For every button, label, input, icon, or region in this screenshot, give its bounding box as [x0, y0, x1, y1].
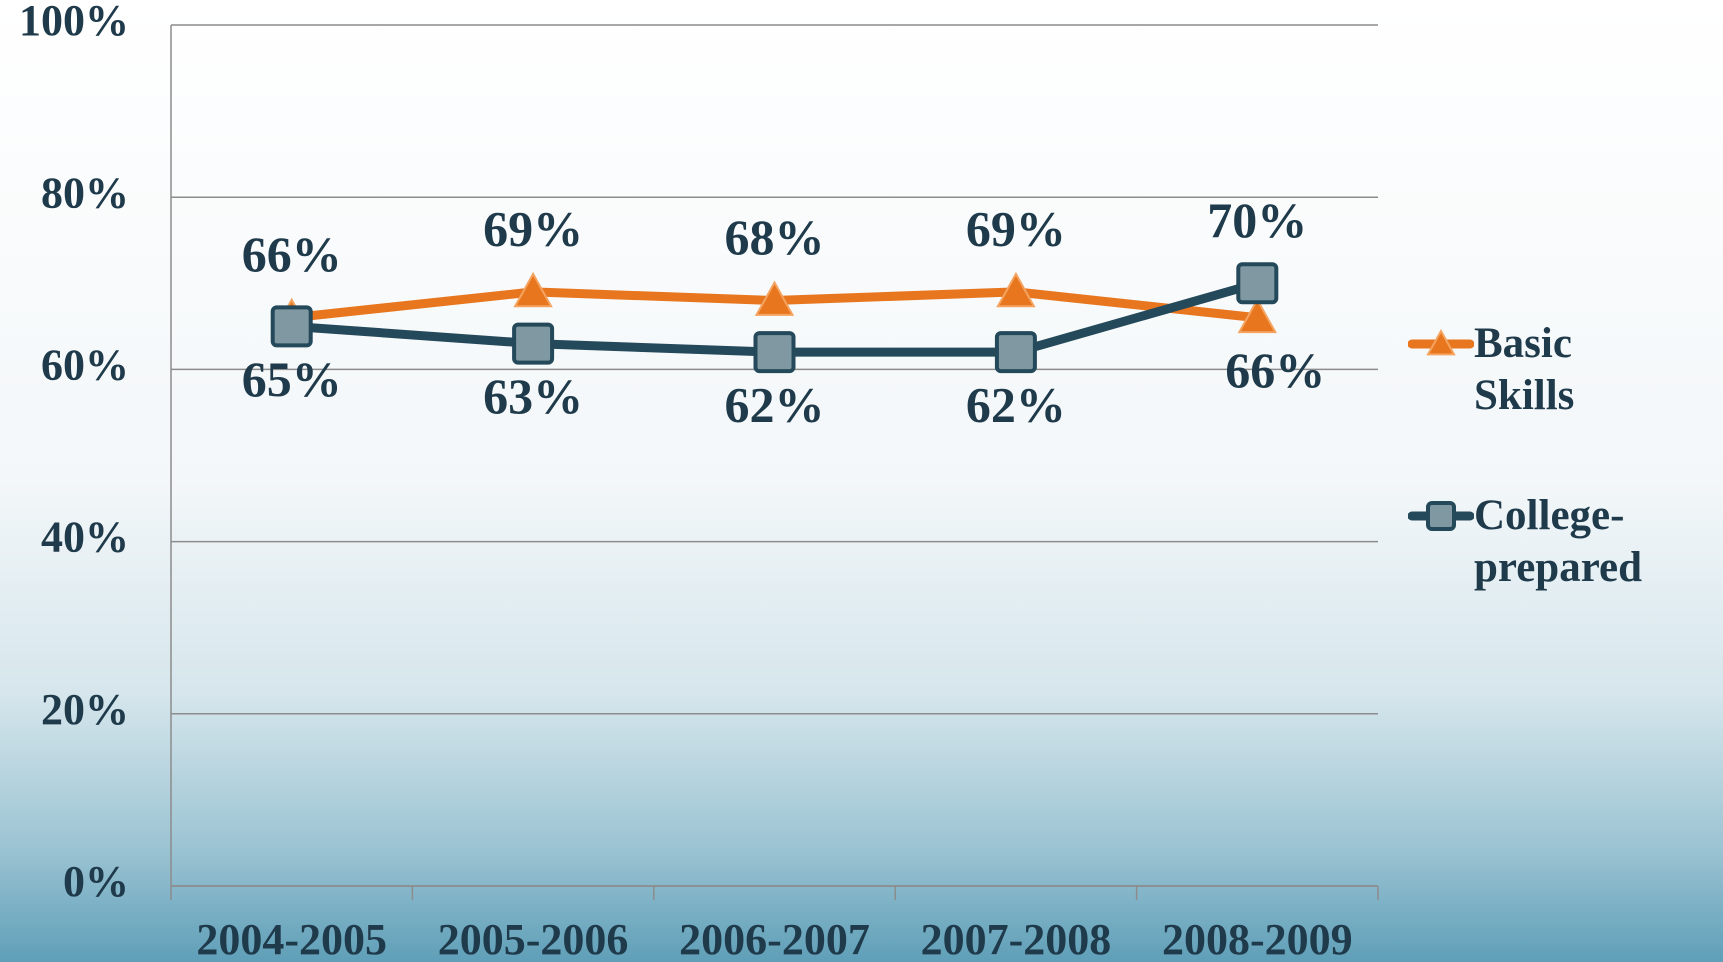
- legend-icon: [1408, 328, 1474, 356]
- x-tick-label: 2007-2008: [921, 915, 1112, 962]
- data-label: 66%: [242, 226, 342, 282]
- marker: [513, 271, 553, 308]
- legend-item: College-prepared: [1408, 490, 1718, 594]
- legend-item: Basic Skills: [1408, 318, 1718, 422]
- marker: [754, 280, 795, 316]
- legend-label: College-prepared: [1474, 492, 1643, 591]
- marker: [1426, 328, 1456, 356]
- data-label: 65%: [242, 351, 342, 407]
- data-label: 69%: [966, 200, 1066, 256]
- legend-icon: [1408, 501, 1474, 531]
- data-label: 68%: [725, 209, 825, 265]
- legend-label: Basic Skills: [1474, 320, 1575, 419]
- marker: [1237, 297, 1277, 334]
- data-label: 69%: [483, 200, 583, 256]
- y-tick-label: 0%: [63, 857, 129, 906]
- data-label: 70%: [1207, 192, 1307, 248]
- marker: [512, 322, 555, 365]
- marker: [270, 305, 313, 348]
- x-tick-label: 2004-2005: [196, 915, 387, 962]
- marker: [1426, 501, 1456, 531]
- y-tick-label: 100%: [19, 0, 129, 45]
- marker: [996, 271, 1036, 308]
- marker: [994, 331, 1037, 374]
- x-tick-label: 2008-2009: [1162, 915, 1353, 962]
- data-label: 63%: [483, 368, 583, 424]
- y-tick-label: 80%: [41, 168, 129, 217]
- marker: [753, 331, 796, 374]
- y-tick-label: 60%: [41, 340, 129, 389]
- x-tick-label: 2006-2007: [679, 915, 870, 962]
- data-label: 66%: [1225, 342, 1325, 398]
- data-label: 62%: [725, 377, 825, 433]
- data-label: 62%: [966, 377, 1066, 433]
- marker: [1236, 262, 1279, 305]
- x-tick-label: 2005-2006: [438, 915, 629, 962]
- y-tick-label: 40%: [41, 513, 129, 562]
- y-tick-label: 20%: [41, 685, 129, 734]
